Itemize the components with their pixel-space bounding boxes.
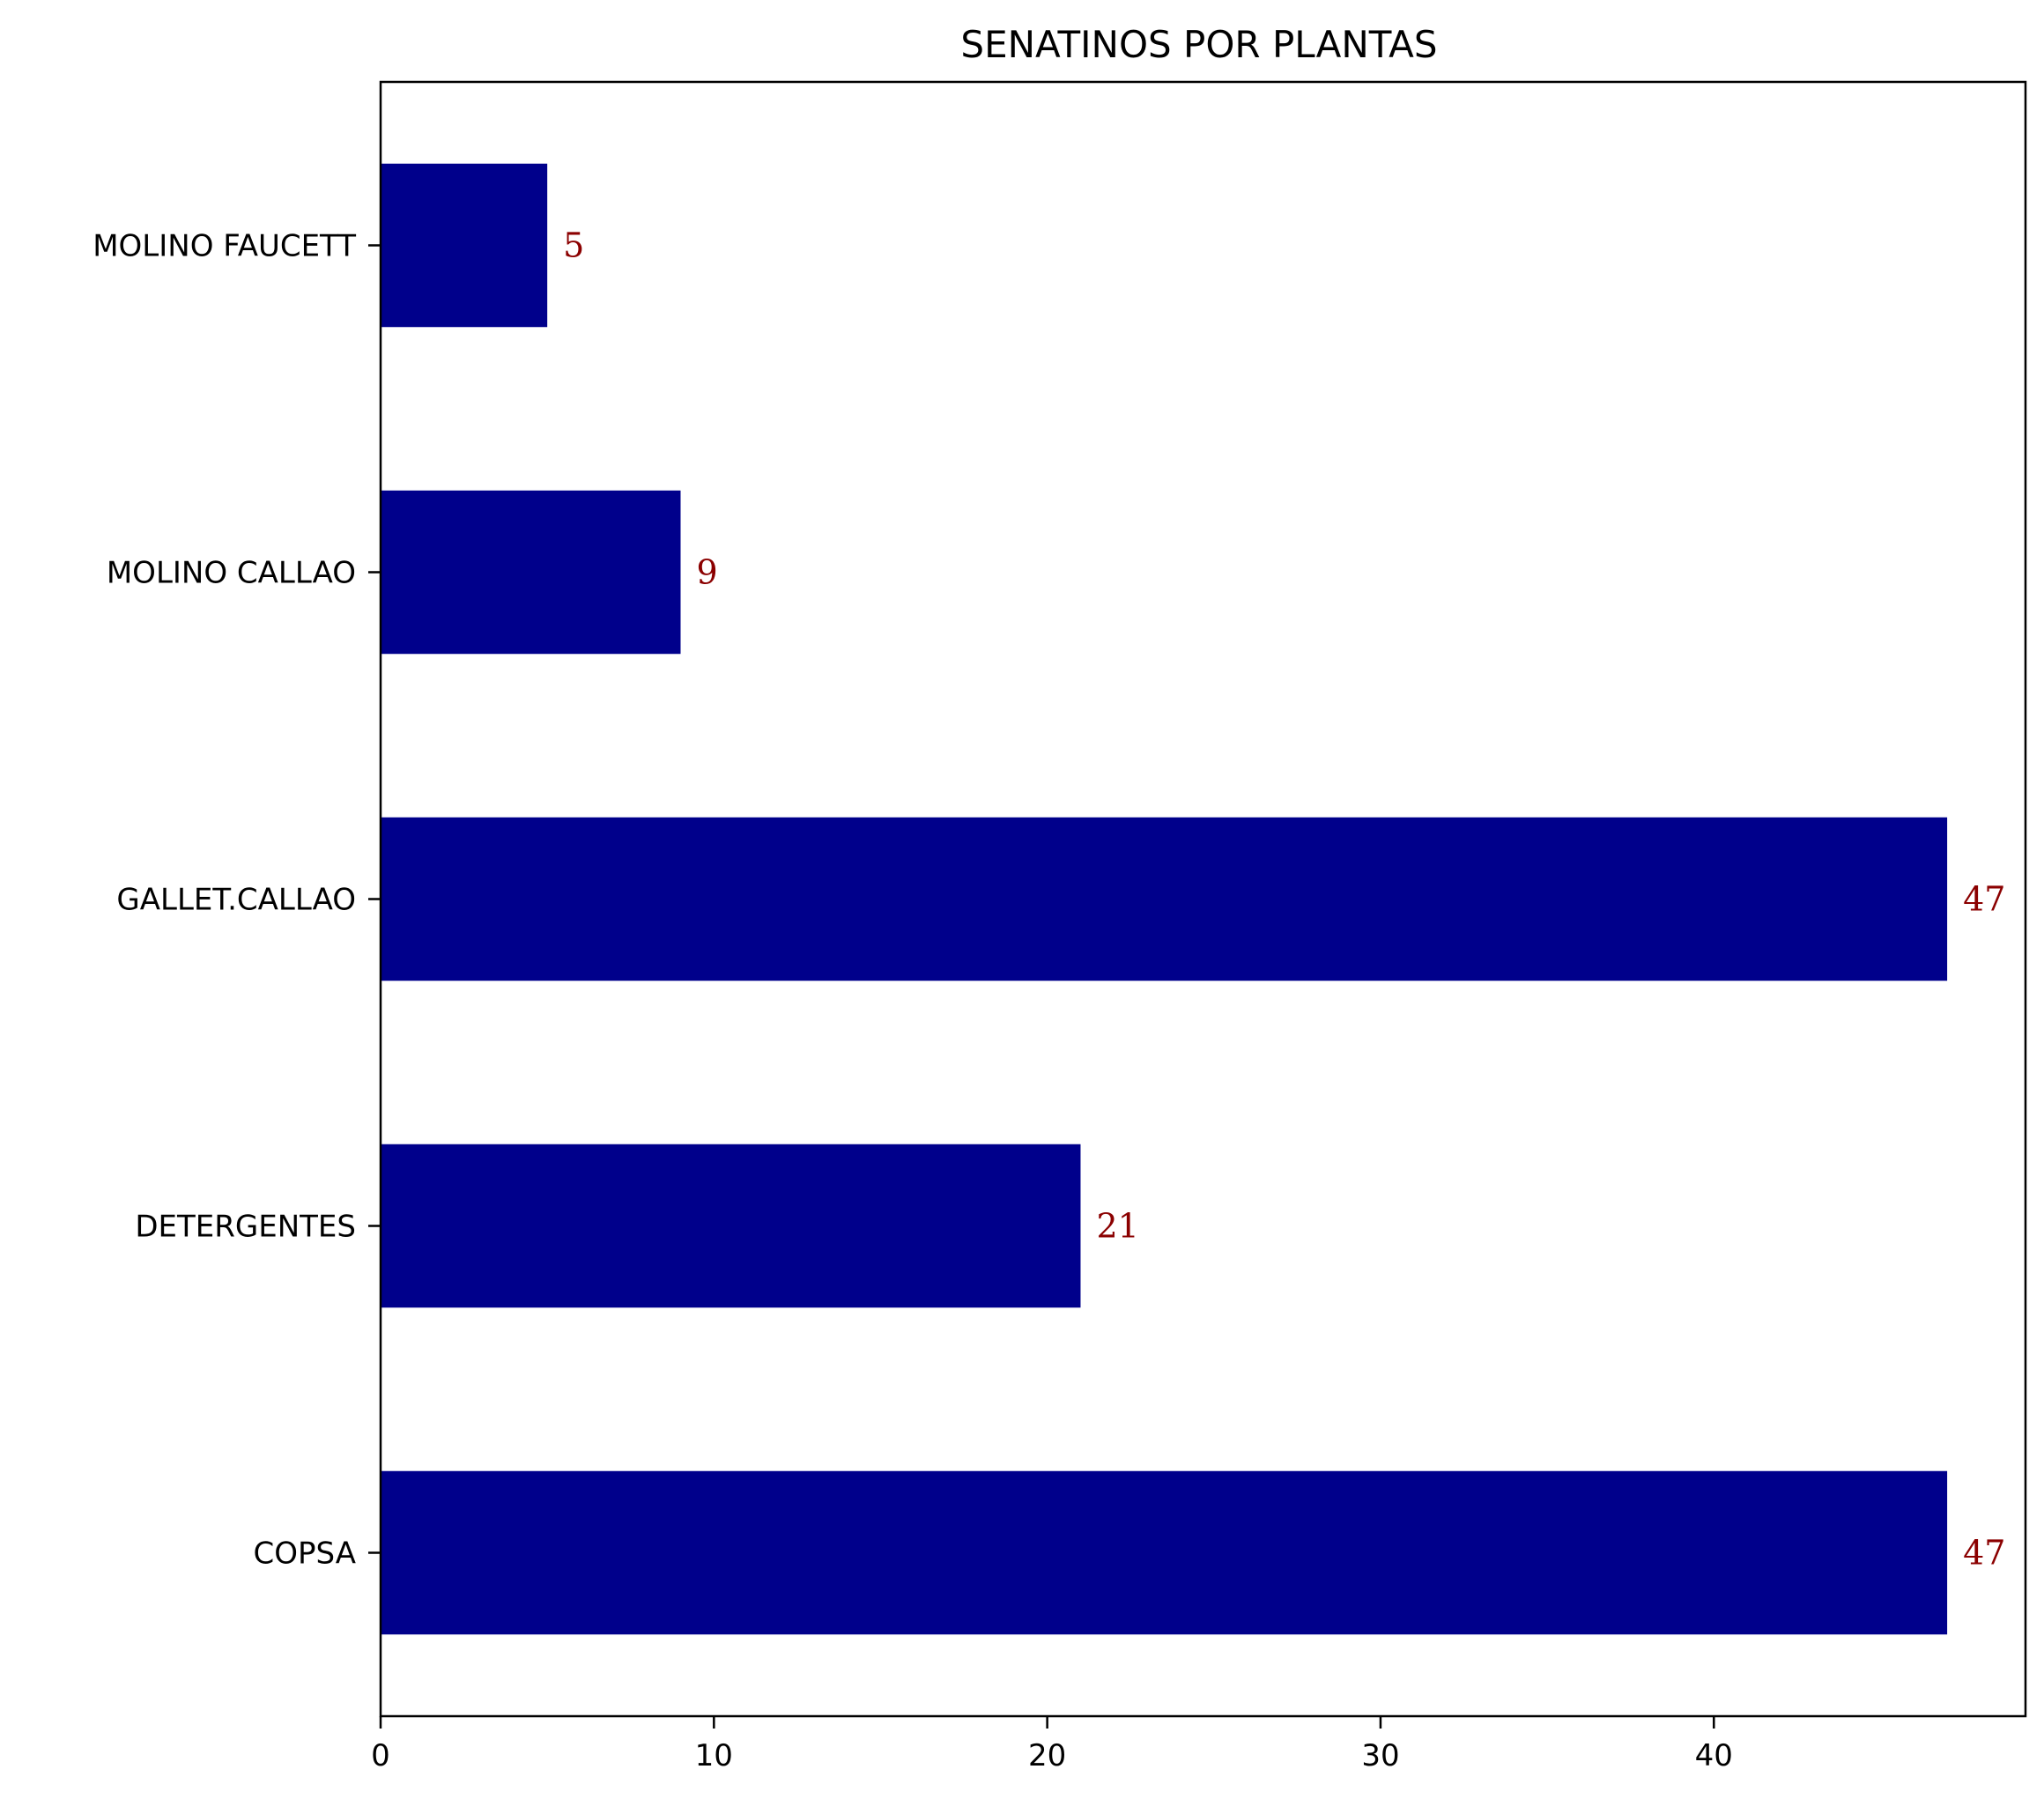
bar-value-label: 9 — [696, 553, 717, 592]
bars-group — [381, 163, 1948, 1635]
x-tick-label: 0 — [371, 1738, 390, 1773]
bar-value-label: 47 — [1963, 1534, 2005, 1573]
bar — [381, 817, 1948, 981]
chart-title: SENATINOS POR PLANTAS — [960, 23, 1437, 66]
y-tick-label: DETERGENTES — [135, 1210, 356, 1245]
bar-value-label: 5 — [563, 226, 584, 265]
plot-frame — [379, 80, 2027, 1718]
bar — [381, 490, 681, 655]
x-tick-label: 10 — [695, 1738, 733, 1773]
bar — [381, 163, 548, 328]
x-axis: 0 10 20 30 40 — [371, 1716, 1733, 1773]
y-tick-label: COPSA — [254, 1536, 356, 1572]
bar-value-label: 21 — [1096, 1207, 1138, 1246]
bar-value-label: 47 — [1963, 880, 2005, 919]
y-tick-label: MOLINO FAUCETT — [93, 229, 356, 264]
x-tick-label: 40 — [1695, 1738, 1733, 1773]
bar — [381, 1470, 1948, 1635]
y-axis: MOLINO FAUCETT MOLINO CALLAO GALLET.CALLAO… — [93, 229, 381, 1572]
y-tick-label: GALLET.CALLAO — [116, 883, 356, 918]
bar — [381, 1144, 1081, 1308]
value-labels-group: 5 9 47 21 47 — [563, 226, 2005, 1573]
x-tick-label: 20 — [1028, 1738, 1066, 1773]
y-tick-label: MOLINO CALLAO — [107, 556, 356, 591]
x-tick-label: 30 — [1361, 1738, 1399, 1773]
